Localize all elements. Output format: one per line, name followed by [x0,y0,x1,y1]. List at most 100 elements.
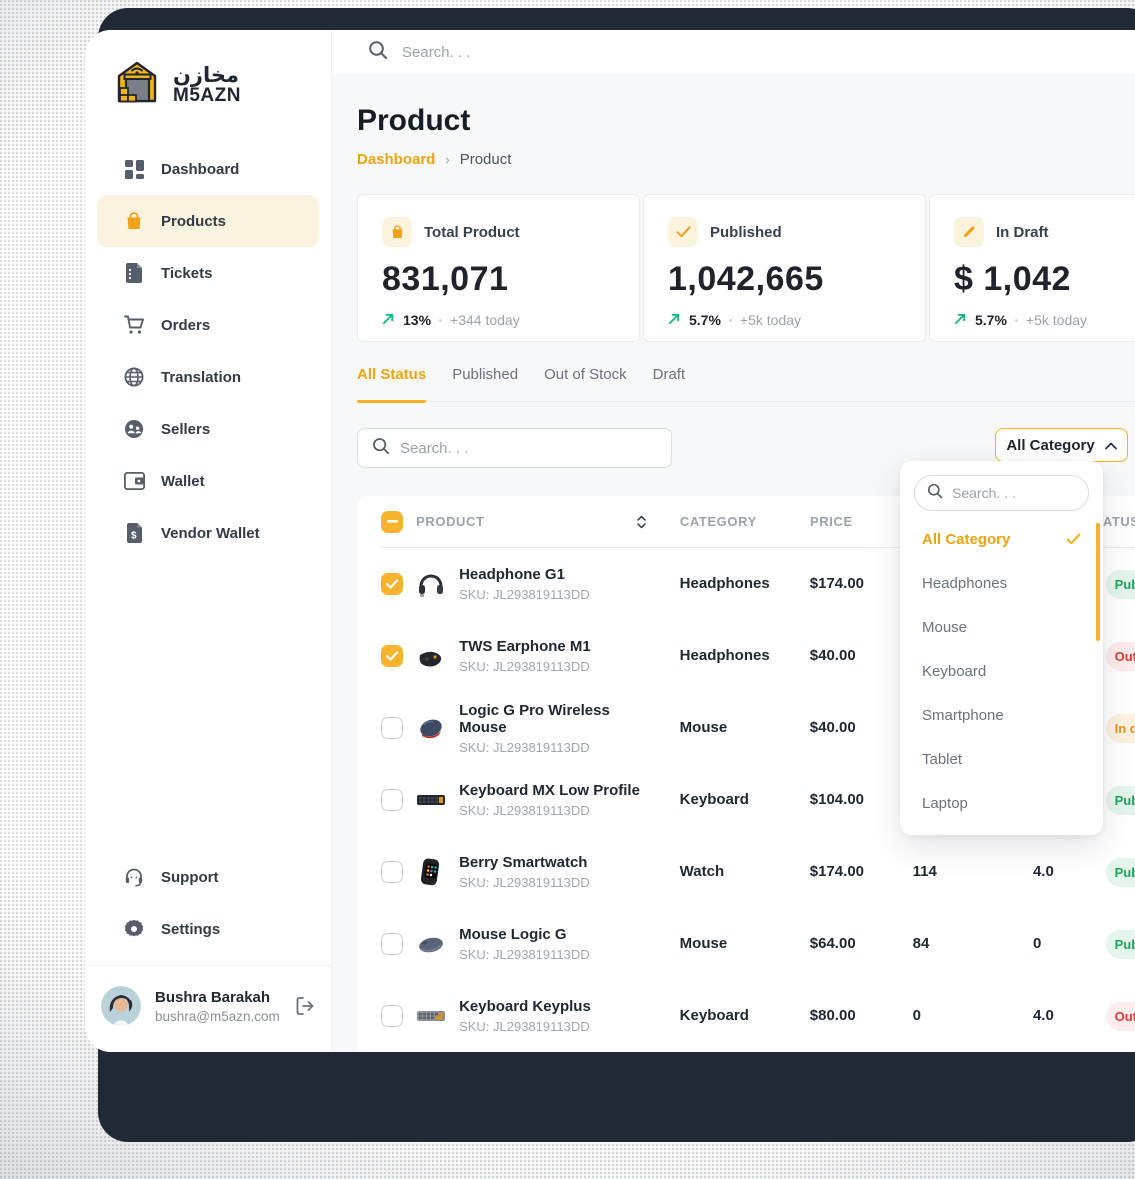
search-icon [372,437,390,460]
product-category: Headphones [679,647,770,664]
category-dropdown: All Category Headphones Mouse Keyboard S… [900,461,1103,835]
dropdown-option-mouse[interactable]: Mouse [914,605,1089,649]
globe-icon [123,366,145,388]
table-search-box [357,428,672,468]
sort-icon[interactable] [637,515,646,529]
dashboard-icon [123,158,145,180]
product-name: Headphone G1 [459,566,565,583]
content-area: Product Dashboard › Product Total Produc… [332,74,1135,1052]
stat-delta: 5.7% [689,312,721,328]
status-badge: Out of stock [1105,1001,1135,1031]
breadcrumb: Dashboard › Product [357,151,1135,168]
product-price: $104.00 [809,791,865,808]
column-header-price: PRICE [810,513,853,529]
chevron-right-icon: › [445,152,450,167]
product-sku: SKU: JL293819113DD [459,587,590,602]
dropdown-search-input[interactable] [952,485,1076,501]
status-badge: Published [1105,929,1135,959]
product-price: $40.00 [809,647,856,664]
product-price: $174.00 [809,863,865,880]
row-checkbox[interactable] [381,645,403,667]
stat-note: +5k today [1025,312,1088,328]
table-row[interactable]: TWS Earphone M1 SKU: JL293819113DD Headph… [381,620,1135,692]
stat-value: $ 1,042 [954,260,1071,298]
table-row[interactable]: Logic G Pro Wireless Mouse SKU: JL2938191… [381,692,1135,764]
row-checkbox[interactable] [381,789,403,811]
topbar [332,30,1135,74]
stat-value: 1,042,665 [668,260,824,298]
product-name: TWS Earphone M1 [459,638,591,655]
sidebar-item-vendor-wallet[interactable]: $ Vendor Wallet [97,507,319,559]
table-row[interactable]: Berry Smartwatch SKU: JL293819113DD Watch… [381,836,1135,908]
category-filter-button[interactable]: All Category [995,428,1128,462]
dropdown-option-headphones[interactable]: Headphones [914,561,1089,605]
product-image-smartwatch [416,857,446,887]
stat-label: Published [710,223,782,241]
row-checkbox[interactable] [381,717,403,739]
sellers-icon [123,418,145,440]
sidebar-item-wallet[interactable]: Wallet [97,455,319,507]
status-badge: Published [1105,785,1135,815]
category-filter-label: All Category [1006,436,1095,454]
dropdown-scrollbar[interactable] [1096,523,1100,641]
user-email: bushra@m5azn.com [155,1008,280,1024]
dot-separator [439,318,443,322]
main-panel: Product Dashboard › Product Total Produc… [332,30,1135,1052]
row-checkbox[interactable] [381,861,403,883]
dot-separator [1014,318,1018,322]
table-row[interactable]: Headphone G1 SKU: JL293819113DD Headphone… [381,548,1135,620]
gear-icon [123,918,145,940]
option-label: Mouse [922,618,968,636]
dropdown-option-keyboard[interactable]: Keyboard [914,649,1089,693]
user-profile[interactable]: Bushra Barakah bushra@m5azn.com [85,966,331,1052]
sidebar-item-tickets[interactable]: Tickets [97,247,319,299]
stat-value: 831,071 [382,260,509,298]
tab-out-of-stock[interactable]: Out of Stock [544,366,627,383]
check-icon [1066,533,1081,545]
sidebar-item-settings[interactable]: Settings [97,903,319,955]
breadcrumb-dashboard[interactable]: Dashboard [357,151,436,168]
headset-icon [123,866,145,888]
global-search-input[interactable] [402,43,702,61]
tab-all-status[interactable]: All Status [357,366,427,403]
sidebar-item-label: Support [161,868,219,886]
select-all-checkbox[interactable] [381,510,403,533]
row-checkbox[interactable] [381,573,403,595]
product-price: $40.00 [809,719,856,736]
stat-card-in-draft: In Draft $ 1,042 5.7% +5k today [929,194,1135,342]
dropdown-option-laptop[interactable]: Laptop [914,781,1089,825]
user-name: Bushra Barakah [155,988,271,1006]
sidebar-item-translation[interactable]: Translation [97,351,319,403]
product-price: $174.00 [809,575,865,592]
brand-logo: مخازن M5AZN [85,30,331,121]
sidebar-item-products[interactable]: Products [97,195,319,247]
logout-icon[interactable] [295,996,315,1016]
tab-draft[interactable]: Draft [652,366,686,383]
tab-published[interactable]: Published [452,366,519,383]
stat-delta: 13% [403,312,432,328]
avatar [101,986,141,1026]
dropdown-option-tablet[interactable]: Tablet [914,737,1089,781]
option-label: Headphones [922,574,1008,592]
table-row[interactable]: Keyboard Keyplus SKU: JL293819113DD Keybo… [381,980,1135,1052]
sidebar-item-support[interactable]: Support [97,851,319,903]
dropdown-option-smartphone[interactable]: Smartphone [914,693,1089,737]
warehouse-logo-icon [111,56,163,113]
sidebar-item-sellers[interactable]: Sellers [97,403,319,455]
table-row[interactable]: Mouse Logic G SKU: JL293819113DD Mouse $6… [381,908,1135,980]
status-tabs: All Status Published Out of Stock Draft [357,366,1135,403]
chevron-up-icon [1104,437,1117,454]
product-sku: SKU: JL293819113DD [459,1019,590,1034]
table-row[interactable]: Keyboard MX Low Profile SKU: JL293819113D… [381,764,1135,836]
stats-row: Total Product 831,071 13% +344 today [357,194,1135,342]
row-checkbox[interactable] [381,933,403,955]
sidebar-item-orders[interactable]: Orders [97,299,319,351]
table-search-input[interactable] [400,439,657,457]
product-stock: 0 [912,1007,921,1024]
sidebar-item-dashboard[interactable]: Dashboard [97,143,319,195]
row-checkbox[interactable] [381,1005,403,1027]
dropdown-option-all-category[interactable]: All Category [914,517,1089,561]
product-stock: 84 [912,935,930,952]
sidebar-item-label: Translation [161,368,242,386]
sidebar-nav: Dashboard Products Tickets Orders [85,143,331,559]
